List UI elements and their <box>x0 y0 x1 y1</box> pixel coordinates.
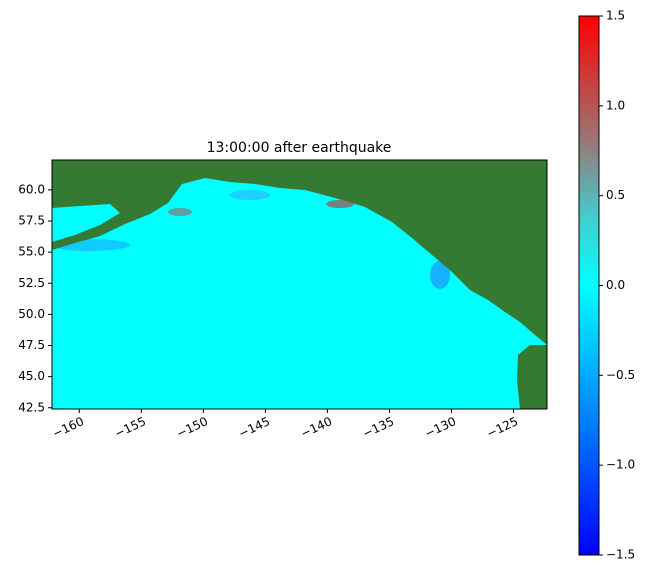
y-tick-label: 45.0 <box>18 369 45 383</box>
colorbar <box>578 15 600 556</box>
y-tick-label: 57.5 <box>18 214 45 228</box>
x-tick-label: −125 <box>484 414 520 441</box>
axes-frame <box>51 159 548 410</box>
land <box>517 345 547 409</box>
wave-low <box>230 190 270 200</box>
wave-high <box>326 200 354 208</box>
x-tick-label: −130 <box>422 414 458 441</box>
x-tick-label: −160 <box>50 414 86 441</box>
x-tick-label: −155 <box>112 414 148 441</box>
colorbar-tick-label: −0.5 <box>606 368 635 382</box>
y-tick-label: 42.5 <box>18 400 45 414</box>
colorbar-tick-label: 1.5 <box>606 9 625 23</box>
land <box>52 160 547 345</box>
x-tick-label: −150 <box>174 414 210 441</box>
x-tick-label: −135 <box>360 414 396 441</box>
colorbar-tick-label: −1.5 <box>606 548 635 562</box>
chart-title: 13:00:00 after earthquake <box>207 140 392 156</box>
y-tick-label: 50.0 <box>18 307 45 321</box>
wave-high <box>168 208 192 216</box>
map-raster <box>52 160 547 409</box>
colorbar-tick-label: 0.0 <box>606 278 625 292</box>
colorbar-tick-label: 0.5 <box>606 188 625 202</box>
y-tick-label: 60.0 <box>18 182 45 196</box>
colorbar-tick-label: 1.0 <box>606 98 625 112</box>
y-tick-label: 52.5 <box>18 276 45 290</box>
x-tick-label: −145 <box>236 414 272 441</box>
x-tick-label: −140 <box>298 414 334 441</box>
y-tick-label: 55.0 <box>18 245 45 259</box>
wave-low <box>430 261 450 289</box>
colorbar-tick-label: −1.0 <box>606 458 635 472</box>
y-tick-label: 47.5 <box>18 338 45 352</box>
